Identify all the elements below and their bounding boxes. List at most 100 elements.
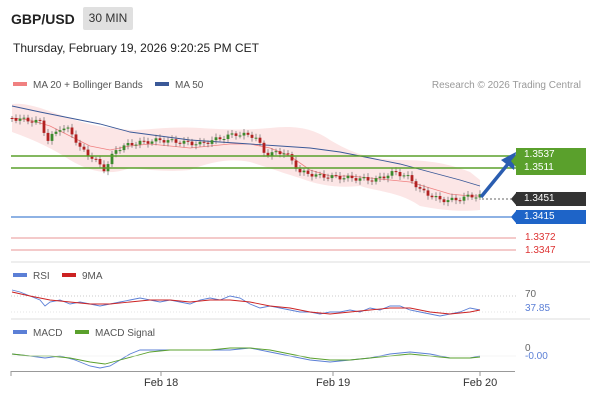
candle-body <box>422 188 426 191</box>
candle-body <box>290 154 294 161</box>
candle-body <box>406 175 410 177</box>
candle-body <box>330 175 334 179</box>
x-label-feb19: Feb 19 <box>316 377 351 389</box>
rsi-ma-swatch <box>62 273 76 278</box>
candle-body <box>42 120 46 133</box>
legend-ma20: MA 20 + Bollinger Bands <box>13 80 143 91</box>
candle-body <box>110 153 114 165</box>
s2-price-label: 1.3347 <box>525 245 556 256</box>
candle-body <box>198 141 202 145</box>
legend-rsi: RSI <box>13 271 50 282</box>
candle-body <box>402 175 406 177</box>
candle-body <box>270 152 274 156</box>
candle-body <box>346 175 350 179</box>
candle-body <box>34 119 38 123</box>
candle-body <box>454 197 458 201</box>
candle-body <box>254 137 258 139</box>
ma50-swatch <box>155 82 169 87</box>
candle-body <box>126 143 130 146</box>
candle-body <box>470 194 474 198</box>
candle-body <box>354 178 358 181</box>
candle-body <box>370 180 374 182</box>
candle-body <box>266 152 270 156</box>
candle-body <box>146 141 150 144</box>
candle-body <box>78 142 82 147</box>
candle-body <box>334 175 338 177</box>
candle-body <box>226 134 230 139</box>
candle-body <box>90 156 94 159</box>
candle-body <box>74 134 78 143</box>
legend-macd-label: MACD <box>33 328 63 339</box>
pivot-label-notch <box>511 211 516 223</box>
candle-body <box>458 200 462 202</box>
candle-body <box>434 196 438 198</box>
candle-body <box>50 133 54 141</box>
timeframe-button[interactable]: 30 MIN <box>83 7 133 30</box>
forecast-arrow <box>479 162 510 199</box>
candle-body <box>98 159 102 165</box>
candle-body <box>326 177 330 179</box>
candle-body <box>310 173 314 177</box>
legend-rsi-label: RSI <box>33 271 50 282</box>
r1-price-label: 1.3511 <box>524 162 554 173</box>
r2-label-bg <box>516 148 586 162</box>
candle-body <box>130 143 134 146</box>
legend-rsi-ma: 9MA <box>62 271 103 282</box>
candle-body <box>314 174 318 177</box>
candle-body <box>294 160 298 169</box>
candle-body <box>18 118 22 121</box>
candle-body <box>442 199 446 203</box>
candle-body <box>238 135 242 137</box>
candle-body <box>338 176 342 180</box>
credit-label: Research © 2026 Trading Central <box>431 80 581 91</box>
candle-body <box>178 142 182 144</box>
candle-body <box>118 150 122 152</box>
datetime-label: Thursday, February 19, 2026 9:20:25 PM C… <box>13 41 259 55</box>
candle-body <box>418 187 422 189</box>
candle-body <box>170 139 174 141</box>
candle-body <box>302 170 306 173</box>
candle-body <box>426 190 430 196</box>
candle-body <box>158 138 162 141</box>
candle-body <box>342 178 346 180</box>
candle-body <box>390 171 394 176</box>
rsi-level-label: 70 <box>525 289 537 300</box>
legend-rsi-ma-label: 9MA <box>82 271 103 282</box>
candle-body <box>394 171 398 173</box>
r2-price-label: 1.3537 <box>524 149 555 160</box>
s1-price-label: 1.3372 <box>525 232 556 243</box>
candle-body <box>250 134 254 138</box>
candle-body <box>450 197 454 201</box>
candle-body <box>62 128 66 131</box>
candle-body <box>414 181 418 188</box>
candle-body <box>222 139 226 140</box>
macd-level-label: 0 <box>525 343 531 354</box>
candle-body <box>14 118 18 121</box>
candle-body <box>86 149 90 157</box>
candle-body <box>386 175 390 179</box>
candle-body <box>466 194 470 197</box>
legend-macd: MACD <box>13 328 62 339</box>
candle-body <box>398 172 402 177</box>
macd-signal-line <box>11 347 481 365</box>
candle-body <box>218 137 222 140</box>
candle-body <box>58 130 62 132</box>
ma50-line <box>11 105 481 187</box>
candle-body <box>374 178 378 182</box>
candle-body <box>366 177 370 181</box>
candle-body <box>30 121 34 123</box>
candle-body <box>138 140 142 145</box>
candle-body <box>210 140 214 144</box>
candle-body <box>438 196 442 200</box>
candle-body <box>358 178 362 181</box>
candle-body <box>246 132 250 135</box>
candle-body <box>194 144 198 146</box>
candle-body <box>350 175 354 179</box>
candle-body <box>462 196 466 201</box>
candle-body <box>94 158 98 160</box>
rsi-ma-line <box>11 291 481 315</box>
candle-body <box>234 133 238 136</box>
macd-value-label: -0.00 <box>525 351 548 362</box>
candle-body <box>22 117 26 119</box>
current-label-bg <box>516 192 586 206</box>
